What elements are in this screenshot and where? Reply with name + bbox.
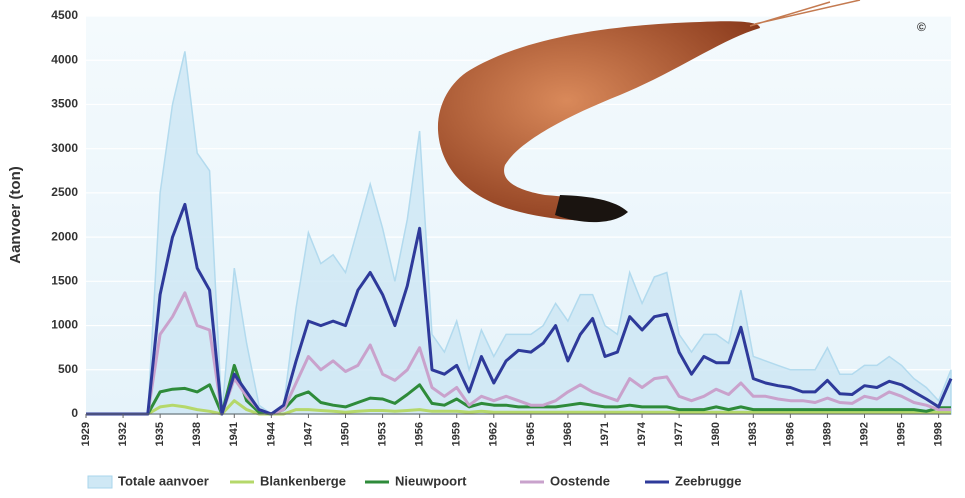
y-tick-label: 2500 bbox=[51, 185, 78, 199]
y-tick-label: 2000 bbox=[51, 229, 78, 243]
x-tick-label: 1965 bbox=[525, 422, 537, 446]
copyright: © bbox=[917, 20, 926, 34]
legend-label: Nieuwpoort bbox=[395, 473, 467, 488]
shrimp-antenna bbox=[749, 0, 861, 27]
y-tick-label: 1000 bbox=[51, 318, 78, 332]
line bbox=[86, 202, 953, 416]
x-tick-label: 1932 bbox=[117, 422, 129, 446]
x-tick-label: 1959 bbox=[451, 422, 463, 446]
x-tick-label: 1935 bbox=[154, 422, 166, 446]
y-axis-label: Aanvoer (ton) bbox=[7, 166, 24, 264]
legend-label: Oostende bbox=[550, 473, 610, 488]
area bbox=[86, 51, 952, 415]
y-tick-label: 4000 bbox=[51, 52, 78, 66]
x-tick-label: 1983 bbox=[747, 422, 759, 446]
x-tick-label: 1968 bbox=[562, 422, 574, 446]
x-tick-label: 1989 bbox=[821, 422, 833, 446]
y-tick-label: 1500 bbox=[51, 274, 78, 288]
x-tick-label: 1941 bbox=[228, 422, 240, 446]
shrimp-illustration bbox=[437, 0, 861, 223]
x-tick-label: 1974 bbox=[636, 421, 648, 446]
x-tick-label: 1950 bbox=[339, 422, 351, 446]
line bbox=[86, 363, 951, 416]
x-tick-label: 1944 bbox=[265, 421, 277, 446]
line bbox=[86, 399, 951, 416]
x-tick-label: 1995 bbox=[895, 422, 907, 446]
shrimp-tail bbox=[555, 195, 628, 223]
y-tick-label: 3500 bbox=[51, 97, 78, 111]
x-tick-label: 1956 bbox=[414, 422, 426, 446]
y-tick-label: 500 bbox=[58, 362, 78, 376]
x-tick-label: 1986 bbox=[784, 422, 796, 446]
x-tick-label: 1977 bbox=[673, 422, 685, 446]
legend-label: Blankenberge bbox=[260, 473, 346, 488]
shrimp-body bbox=[437, 21, 760, 221]
legend: Totale aanvoer Blankenberge Nieuwpoort Oost… bbox=[87, 473, 741, 489]
x-tick-label: 1962 bbox=[488, 422, 500, 446]
legend-label: Totale aanvoer bbox=[118, 473, 209, 488]
x-tick-label: 1929 bbox=[80, 422, 92, 446]
x-tick-label: 1971 bbox=[599, 422, 611, 446]
x-tick-label: 1980 bbox=[710, 422, 722, 446]
y-tick-label: 3000 bbox=[51, 141, 78, 155]
y-tick-label: 0 bbox=[71, 406, 78, 420]
x-tick-label: 1953 bbox=[376, 422, 388, 446]
y-tick-label: 4500 bbox=[51, 8, 78, 22]
x-tick-label: 1938 bbox=[191, 422, 203, 446]
legend-swatch bbox=[87, 475, 113, 489]
legend-label: Zeebrugge bbox=[675, 473, 741, 488]
x-tick-label: 1992 bbox=[858, 422, 870, 446]
x-tick-label: 1998 bbox=[933, 422, 945, 446]
marks bbox=[86, 51, 953, 416]
x-tick-label: 1947 bbox=[302, 422, 314, 446]
